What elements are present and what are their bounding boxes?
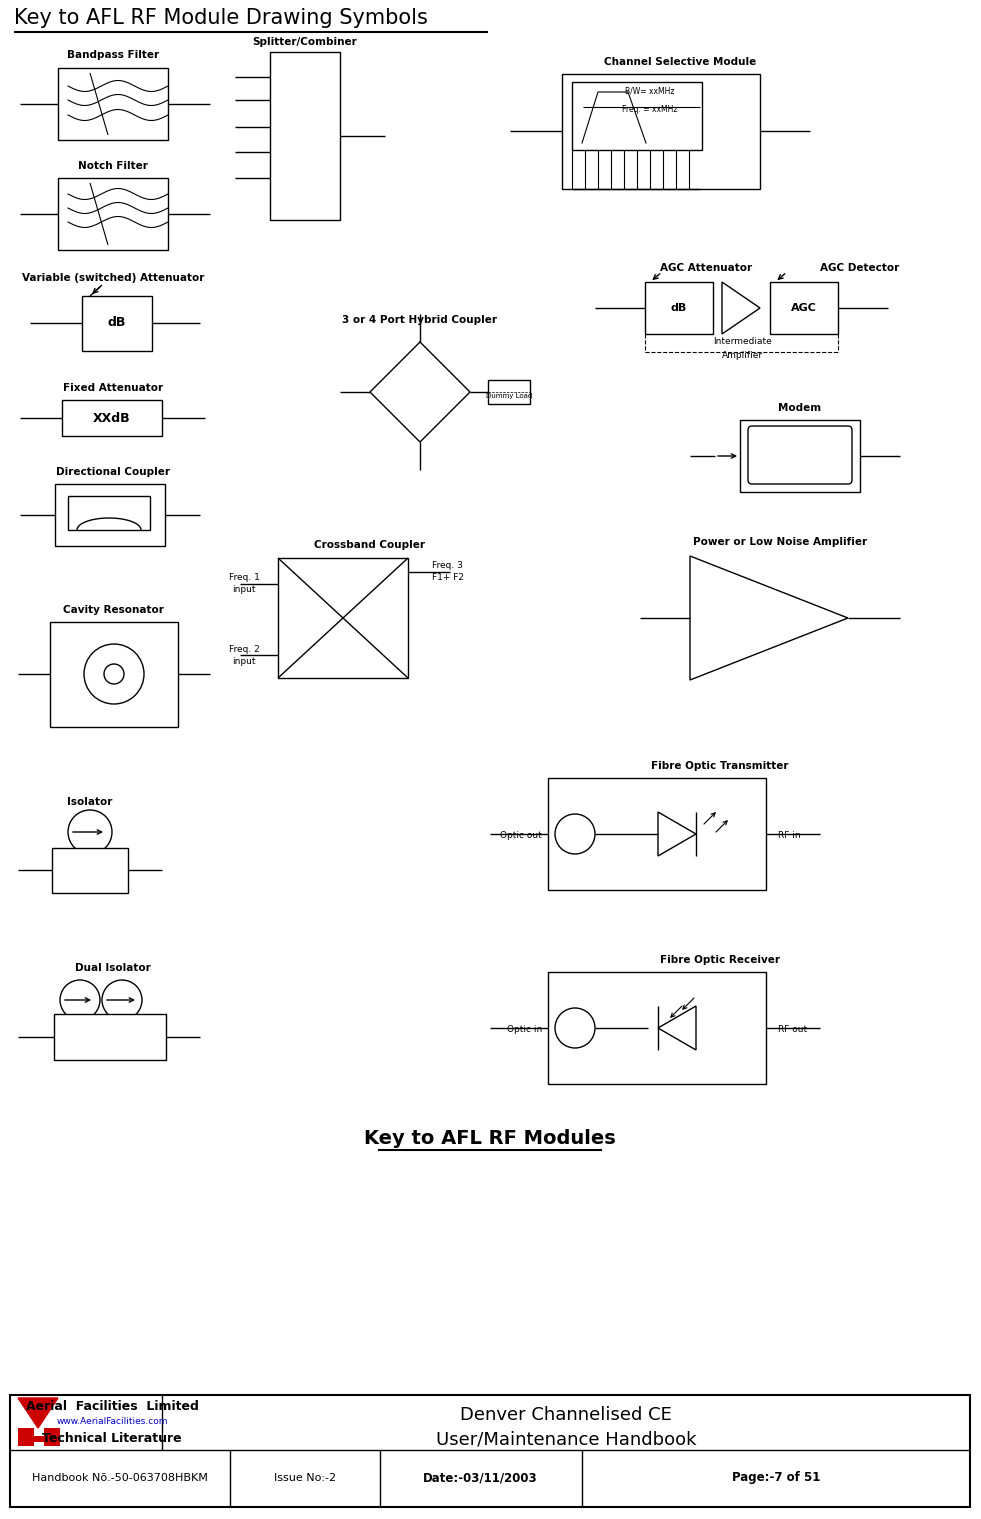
Circle shape — [104, 664, 124, 684]
Text: Aerial  Facilities  Limited: Aerial Facilities Limited — [26, 1399, 198, 1413]
Bar — [278, 557, 408, 677]
Text: Channel Selective Module: Channel Selective Module — [604, 58, 756, 67]
Text: dB: dB — [108, 316, 127, 330]
Bar — [548, 778, 766, 890]
Text: Bandpass Filter: Bandpass Filter — [67, 50, 159, 59]
Bar — [62, 399, 162, 436]
Bar — [10, 1394, 970, 1507]
Circle shape — [60, 980, 100, 1019]
Text: 3 or 4 Port Hybrid Coupler: 3 or 4 Port Hybrid Coupler — [342, 314, 497, 325]
Text: B/W= xxMHz: B/W= xxMHz — [625, 87, 675, 96]
Text: AGC: AGC — [791, 302, 817, 313]
Text: Date:-03/11/2003: Date:-03/11/2003 — [423, 1472, 538, 1484]
Text: XXdB: XXdB — [93, 412, 130, 424]
Text: Crossband Coupler: Crossband Coupler — [315, 539, 426, 550]
Text: Key to AFL RF Modules: Key to AFL RF Modules — [364, 1129, 616, 1147]
Bar — [18, 1428, 34, 1446]
Text: Technical Literature: Technical Literature — [42, 1431, 181, 1445]
Polygon shape — [722, 283, 760, 334]
Text: dB: dB — [671, 302, 687, 313]
Circle shape — [84, 644, 144, 703]
Bar — [488, 380, 530, 404]
Bar — [82, 296, 152, 351]
Bar — [645, 283, 713, 334]
Text: Amplifier: Amplifier — [721, 351, 762, 360]
Text: Key to AFL RF Module Drawing Symbols: Key to AFL RF Module Drawing Symbols — [14, 8, 428, 27]
Circle shape — [102, 980, 142, 1019]
Text: Optic out: Optic out — [500, 831, 542, 840]
Bar — [770, 283, 838, 334]
Bar — [548, 972, 766, 1085]
Circle shape — [555, 1009, 595, 1048]
Bar — [55, 485, 165, 545]
Text: Issue No:-2: Issue No:-2 — [274, 1473, 336, 1483]
Bar — [18, 1435, 60, 1442]
Bar — [58, 68, 168, 140]
Text: RF out: RF out — [778, 1025, 807, 1034]
Text: Modem: Modem — [779, 403, 821, 413]
Bar — [52, 848, 128, 893]
Bar — [18, 1432, 34, 1445]
Bar — [270, 52, 340, 220]
Text: www.AerialFacilities.com: www.AerialFacilities.com — [56, 1417, 168, 1426]
Bar — [562, 74, 760, 188]
Text: Freq. = xxMHz: Freq. = xxMHz — [622, 105, 678, 114]
Bar — [572, 82, 702, 150]
Text: Dummy Load: Dummy Load — [486, 393, 532, 399]
Text: Variable (switched) Attenuator: Variable (switched) Attenuator — [22, 273, 204, 283]
Text: Intermediate: Intermediate — [712, 337, 771, 346]
Bar — [54, 1015, 166, 1060]
Text: AGC Attenuator: AGC Attenuator — [660, 263, 752, 273]
Text: Notch Filter: Notch Filter — [78, 161, 148, 172]
Text: User/Maintenance Handbook: User/Maintenance Handbook — [436, 1431, 697, 1449]
Text: input: input — [232, 585, 256, 594]
Bar — [50, 621, 178, 728]
Circle shape — [68, 810, 112, 854]
Text: Isolator: Isolator — [68, 797, 113, 807]
Text: Directional Coupler: Directional Coupler — [56, 466, 170, 477]
Polygon shape — [18, 1397, 58, 1428]
Text: F1+ F2: F1+ F2 — [432, 574, 464, 582]
Text: Cavity Resonator: Cavity Resonator — [63, 605, 164, 615]
Text: Fibre Optic Transmitter: Fibre Optic Transmitter — [651, 761, 789, 772]
Bar — [68, 497, 150, 530]
Text: RF in: RF in — [778, 831, 800, 840]
Text: Fibre Optic Receiver: Fibre Optic Receiver — [660, 955, 780, 965]
FancyBboxPatch shape — [748, 425, 852, 485]
Text: input: input — [232, 658, 256, 667]
Text: Fixed Attenuator: Fixed Attenuator — [63, 383, 163, 393]
Text: Denver Channelised CE: Denver Channelised CE — [460, 1407, 672, 1423]
Text: Optic in: Optic in — [507, 1025, 542, 1034]
Text: Handbook Nō.-50-063708HBKM: Handbook Nō.-50-063708HBKM — [32, 1473, 208, 1483]
Text: Freq. 1: Freq. 1 — [229, 574, 259, 582]
Bar — [58, 178, 168, 251]
Text: Freq. 3: Freq. 3 — [432, 562, 463, 571]
Polygon shape — [658, 1006, 696, 1050]
Text: AGC Detector: AGC Detector — [820, 263, 900, 273]
Bar — [44, 1428, 60, 1446]
Text: Dual Isolator: Dual Isolator — [76, 963, 151, 974]
Text: Power or Low Noise Amplifier: Power or Low Noise Amplifier — [693, 538, 867, 547]
Circle shape — [555, 814, 595, 854]
Text: Splitter/Combiner: Splitter/Combiner — [253, 36, 357, 47]
Polygon shape — [658, 813, 696, 857]
Bar — [44, 1432, 60, 1445]
Bar — [740, 419, 860, 492]
Polygon shape — [690, 556, 848, 681]
Text: Freq. 2: Freq. 2 — [229, 646, 259, 655]
Text: Page:-7 of 51: Page:-7 of 51 — [732, 1472, 820, 1484]
